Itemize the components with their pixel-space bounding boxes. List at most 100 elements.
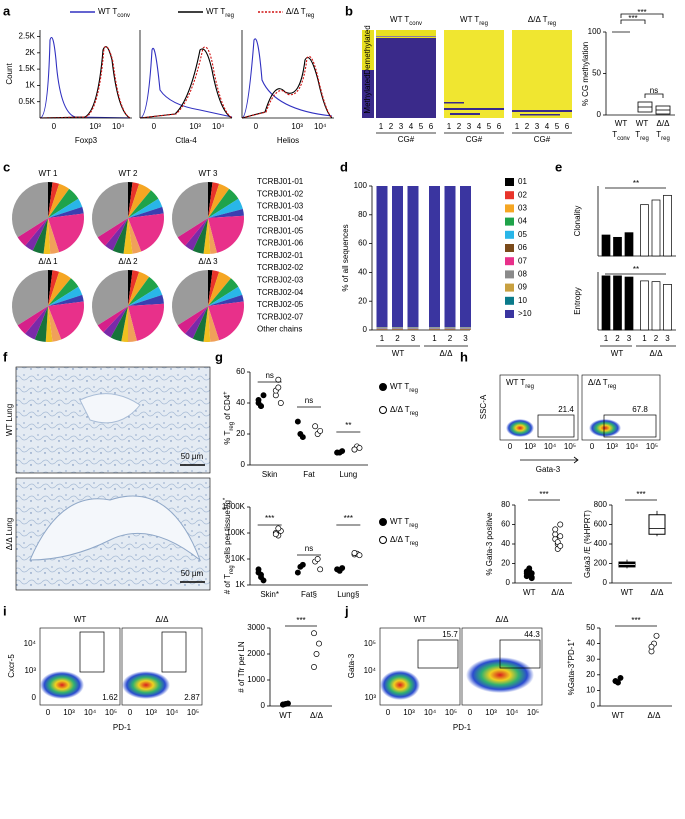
pie-title: Δ/Δ 3 [198, 257, 218, 266]
text-part: reg [409, 523, 418, 529]
pie-slice [208, 286, 243, 306]
x-tick-label: Fat§ [301, 590, 317, 599]
pie-slice [92, 182, 128, 238]
histograms [39, 36, 333, 119]
text-part: conv [117, 13, 130, 19]
bar [613, 275, 622, 331]
text-part: T [612, 130, 617, 139]
x-tick-label: 3 [463, 334, 468, 343]
pie-slice [185, 306, 208, 339]
label: WT [414, 615, 427, 624]
legend-swatch [505, 270, 514, 279]
text-part: WT T [206, 7, 225, 16]
x-tick-label: 1 [604, 334, 609, 343]
x-tick-label: 0 [46, 708, 51, 717]
x-label: Foxp3 [75, 136, 98, 145]
legend-marker [379, 383, 387, 391]
legend-swatch [505, 283, 514, 292]
y-tick-label: 100 [354, 181, 368, 190]
text-part: Δ/Δ T [588, 378, 608, 387]
data-point [255, 566, 262, 573]
y-tick-label: 40 [358, 268, 367, 277]
pie-slice [208, 188, 239, 218]
label: % CG methylation [581, 42, 590, 106]
legend-label: Δ/Δ Treg [286, 7, 314, 18]
text-part: reg [640, 136, 649, 142]
heatmap-title: WT Treg [460, 15, 488, 26]
x-tick-label: WT [621, 588, 634, 597]
x-tick-label: 10⁴ [84, 708, 97, 717]
text-part: reg [229, 565, 235, 574]
data-point [294, 418, 301, 425]
panel-letter: e [555, 159, 562, 174]
legend-label: 01 [518, 177, 527, 186]
panel-letter: f [3, 349, 8, 364]
legend-label: 10 [518, 296, 527, 305]
text-part: %Gata-3 [567, 663, 576, 695]
pie-slice [48, 271, 71, 306]
x-tick-label: 10⁴ [112, 122, 125, 131]
x-tick-label: 10³ [291, 122, 303, 131]
pie-slice [208, 182, 213, 218]
legend-marker [379, 406, 387, 414]
data-point [557, 533, 564, 540]
group-label: WT [611, 349, 624, 358]
pie-slice [128, 206, 164, 218]
text-part: reg [479, 21, 488, 27]
text-part: T [656, 130, 661, 139]
pie-slice [32, 218, 48, 254]
significance: *** [631, 616, 640, 625]
significance: ** [345, 421, 351, 430]
flow-plots [39, 374, 661, 706]
pie-slice [208, 182, 220, 218]
data-point [311, 630, 317, 637]
cg-number: 1 [447, 122, 452, 131]
text-part: WT T [460, 15, 479, 24]
y-tick-label: 60 [358, 239, 367, 248]
text-part: reg [225, 13, 234, 19]
cg-number: 3 [467, 122, 472, 131]
x-tick-label: 10⁵ [445, 708, 457, 717]
bar [651, 199, 661, 257]
legend-swatch [505, 296, 514, 305]
y-tick-label: 10⁴ [24, 639, 37, 648]
x-tick-label: 10³ [189, 122, 201, 131]
x-tick-label: 3 [665, 334, 670, 343]
pie-slice [128, 190, 159, 218]
y-tick-label: 1000 [247, 675, 265, 684]
significance: *** [636, 490, 645, 499]
x-tick-label: Fat [303, 470, 315, 479]
y-tick-label: 0 [261, 701, 266, 710]
significance: *** [344, 514, 353, 523]
y-tick-label: 10³ [364, 693, 376, 702]
label: Gata-3 [536, 465, 561, 474]
x-tick-label: 10⁵ [564, 442, 576, 451]
cg-number: 4 [409, 122, 414, 131]
pie-slice [17, 218, 48, 246]
legend-label: WT Treg [390, 517, 418, 528]
y-tick-label: 10 [586, 686, 595, 695]
pie-slice [48, 188, 79, 218]
group-label: WT [392, 349, 405, 358]
data-point [277, 400, 284, 406]
x-tick-label: Lung§ [337, 590, 359, 599]
pie-slice [48, 183, 70, 218]
text-part: + [223, 391, 229, 395]
label: Count [5, 63, 14, 85]
x-tick-label: 2 [654, 334, 659, 343]
label: 67.8 [632, 405, 648, 414]
pie-slice [25, 306, 48, 340]
group-label: Δ/Δ [650, 349, 664, 358]
rich-label: Treg [635, 130, 649, 141]
label: Gata-3 [347, 653, 356, 678]
legend-label: TCRBJ01-04 [257, 214, 304, 223]
legend-label: TCRBJ01-03 [257, 202, 304, 211]
x-tick-label: 1 [642, 334, 647, 343]
significance: ns [265, 371, 273, 380]
bar-segment [444, 186, 456, 328]
bar [601, 234, 611, 257]
pie-slice [17, 306, 48, 334]
pie-slice [208, 198, 243, 218]
cg-number: 2 [457, 122, 462, 131]
x-tick-label: 3 [627, 334, 632, 343]
